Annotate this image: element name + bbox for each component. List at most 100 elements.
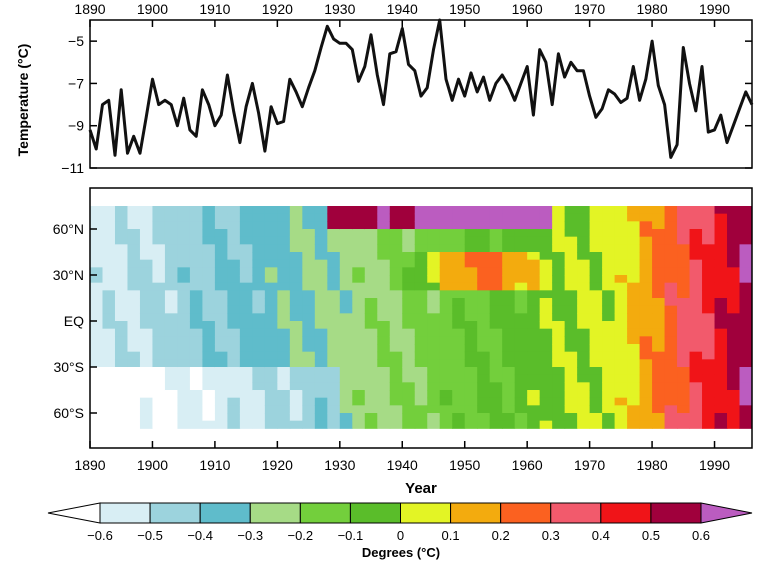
heatmap-cell <box>702 390 716 399</box>
heatmap-cell <box>589 282 603 291</box>
heatmap-cell <box>664 321 678 330</box>
heatmap-cell <box>614 221 628 230</box>
heatmap-cell <box>589 351 603 360</box>
heatmap-cell <box>477 351 491 360</box>
heatmap-cell <box>102 321 116 330</box>
heatmap-cell <box>564 390 578 399</box>
heatmap-cell <box>127 275 141 284</box>
heatmap-cell <box>314 382 328 391</box>
heatmap-cell <box>539 359 553 368</box>
heatmap-cell <box>502 290 516 299</box>
heatmap-cell <box>702 282 716 291</box>
heatmap-cell <box>414 336 428 345</box>
heatmap-cell <box>177 367 191 376</box>
heatmap-cell <box>339 213 353 222</box>
heatmap-cell <box>364 313 378 322</box>
heatmap-cell <box>377 313 391 322</box>
heatmap-cell <box>527 252 541 261</box>
heatmap-cell <box>414 367 428 376</box>
heatmap-cell <box>189 359 203 368</box>
heatmap-cell <box>627 413 641 422</box>
heatmap-cell <box>102 359 116 368</box>
heatmap-cell <box>152 259 166 268</box>
heatmap-cell <box>602 290 616 299</box>
heatmap-cell <box>702 397 716 406</box>
heatmap-cell <box>114 397 128 406</box>
heatmap-cell <box>652 344 666 353</box>
heatmap-cell <box>227 351 241 360</box>
heatmap-cell <box>314 397 328 406</box>
heatmap-cell <box>239 367 253 376</box>
heatmap-cell <box>627 359 641 368</box>
heatmap-cell <box>289 282 303 291</box>
heatmap-cell <box>364 229 378 238</box>
heatmap-cell <box>389 420 403 429</box>
heatmap-cell <box>602 336 616 345</box>
heatmap-cell <box>227 244 241 253</box>
heatmap-cell <box>102 298 116 307</box>
heatmap-cell <box>239 351 253 360</box>
heatmap-cell <box>702 305 716 314</box>
heatmap-cell <box>289 229 303 238</box>
heatmap-cell <box>664 405 678 414</box>
heatmap-cell <box>552 367 566 376</box>
heatmap-cell <box>489 336 503 345</box>
heatmap-cell <box>214 351 228 360</box>
heatmap-cell <box>239 328 253 337</box>
heatmap-cell <box>352 213 366 222</box>
heatmap-cell <box>652 313 666 322</box>
colorbar-tick-label: 0.5 <box>642 528 660 543</box>
heatmap-cell <box>602 344 616 353</box>
heatmap-x-tick-label: 1900 <box>137 457 168 473</box>
heatmap-cell <box>252 321 266 330</box>
heatmap-cell <box>152 298 166 307</box>
heatmap-cell <box>352 229 366 238</box>
heatmap-cell <box>639 229 653 238</box>
heatmap-cell <box>677 413 691 422</box>
heatmap-cell <box>477 328 491 337</box>
heatmap-cell <box>227 344 241 353</box>
heatmap-cell <box>627 374 641 383</box>
heatmap-cell <box>302 390 316 399</box>
heatmap-cell <box>589 390 603 399</box>
heatmap-cell <box>352 244 366 253</box>
heatmap-cell <box>314 420 328 429</box>
heatmap-cell <box>389 259 403 268</box>
colorbar-cell <box>299 502 351 524</box>
heatmap-cell <box>152 313 166 322</box>
heatmap-cell <box>90 305 103 314</box>
heatmap-cell <box>327 405 341 414</box>
heatmap-cell <box>639 282 653 291</box>
heatmap-cell <box>677 374 691 383</box>
heatmap-cell <box>552 405 566 414</box>
heatmap-cell <box>202 236 216 245</box>
heatmap-cell <box>164 367 178 376</box>
heatmap-cell <box>364 420 378 429</box>
heatmap-cell <box>289 382 303 391</box>
heatmap-cell <box>127 206 141 215</box>
heatmap-cell <box>139 359 153 368</box>
colorbar-tick-label: −0.4 <box>187 528 213 543</box>
heatmap-cell <box>439 305 453 314</box>
heatmap-cell <box>739 382 752 391</box>
heatmap-cell <box>639 413 653 422</box>
heatmap-cell <box>427 313 441 322</box>
heatmap-cell <box>477 359 491 368</box>
heatmap-cell <box>439 298 453 307</box>
heatmap-cell <box>664 305 678 314</box>
colorbar-label: Degrees (°C) <box>362 545 440 560</box>
heatmap-cell <box>577 413 591 422</box>
heatmap-cell <box>689 213 703 222</box>
heatmap-cell <box>227 420 241 429</box>
heatmap-cell <box>264 267 278 276</box>
heatmap-cell <box>677 351 691 360</box>
heatmap-cell <box>302 321 316 330</box>
heatmap-cell <box>302 282 316 291</box>
heatmap-cell <box>577 206 591 215</box>
heatmap-cell <box>539 267 553 276</box>
heatmap-cell <box>164 275 178 284</box>
heatmap-cell <box>214 259 228 268</box>
heatmap-cell <box>202 244 216 253</box>
heatmap-cell <box>652 275 666 284</box>
heatmap-cell <box>527 313 541 322</box>
